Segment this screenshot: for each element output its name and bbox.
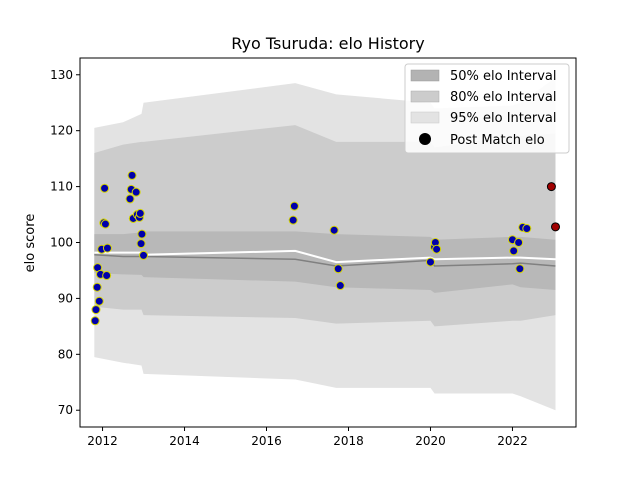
- x-axis: 2012 2014 2016 2018 2020 2022: [87, 427, 528, 448]
- data-point-0-11: [102, 243, 112, 253]
- data-point-0-23: [288, 215, 298, 225]
- post-match-points: [90, 170, 561, 326]
- data-point-0-12: [125, 194, 135, 204]
- y-tick-label-80: 80: [58, 347, 73, 361]
- data-point-0-20: [136, 239, 146, 249]
- data-point-0-33: [509, 246, 519, 256]
- x-tick-label-2020: 2020: [415, 434, 446, 448]
- data-point-0-22: [139, 250, 149, 260]
- data-point-0-2: [92, 282, 102, 292]
- x-tick-label-2022: 2022: [497, 434, 528, 448]
- data-point-0-25: [329, 225, 339, 235]
- legend-label-95: 95% elo Interval: [450, 111, 557, 126]
- data-point-0-9: [100, 219, 110, 229]
- data-point-1-1: [551, 222, 561, 232]
- y-tick-label-100: 100: [50, 236, 73, 250]
- data-point-0-10: [102, 270, 112, 280]
- data-point-0-14: [127, 170, 137, 180]
- interval-bands: [94, 77, 556, 411]
- y-tick-label-110: 110: [50, 180, 73, 194]
- data-point-0-35: [515, 264, 525, 274]
- y-tick-label-90: 90: [58, 291, 73, 305]
- legend-label-80: 80% elo Interval: [450, 90, 557, 105]
- y-axis: 70 80 90 100 110 120 130: [50, 68, 80, 417]
- data-point-0-1: [91, 305, 101, 315]
- x-tick-label-2018: 2018: [333, 434, 364, 448]
- median-line: [94, 249, 556, 264]
- data-point-0-16: [131, 187, 141, 197]
- legend-swatch-50: [410, 69, 440, 82]
- legend-box: [404, 63, 570, 154]
- data-point-0-28: [425, 257, 435, 267]
- legend: 50% elo Interval 80% elo Interval 95% el…: [404, 63, 570, 154]
- data-point-0-26: [333, 264, 343, 274]
- data-point-0-24: [289, 201, 299, 211]
- data-point-0-27: [335, 281, 345, 291]
- data-point-0-19: [135, 208, 145, 218]
- data-point-0-21: [137, 229, 147, 239]
- x-tick-label-2016: 2016: [251, 434, 282, 448]
- y-tick-label-130: 130: [50, 68, 73, 82]
- data-point-0-37: [522, 224, 532, 234]
- data-point-0-4: [94, 296, 104, 306]
- data-point-0-0: [90, 316, 100, 326]
- legend-marker-post-match: [419, 133, 431, 145]
- legend-swatch-80: [410, 90, 440, 103]
- data-point-0-31: [432, 244, 442, 254]
- legend-label-post-match: Post Match elo: [450, 133, 545, 148]
- data-point-0-8: [100, 183, 110, 193]
- y-axis-label: elo score: [23, 214, 38, 273]
- data-point-0-34: [514, 238, 524, 247]
- chart-title: Ryo Tsuruda: elo History: [231, 34, 424, 53]
- legend-label-50: 50% elo Interval: [450, 69, 557, 84]
- x-tick-label-2012: 2012: [87, 434, 118, 448]
- data-point-1-0: [546, 182, 556, 192]
- y-tick-label-70: 70: [58, 403, 73, 417]
- y-tick-label-120: 120: [50, 124, 73, 138]
- legend-swatch-95: [410, 111, 440, 124]
- band-80: [94, 125, 556, 327]
- x-tick-label-2014: 2014: [169, 434, 200, 448]
